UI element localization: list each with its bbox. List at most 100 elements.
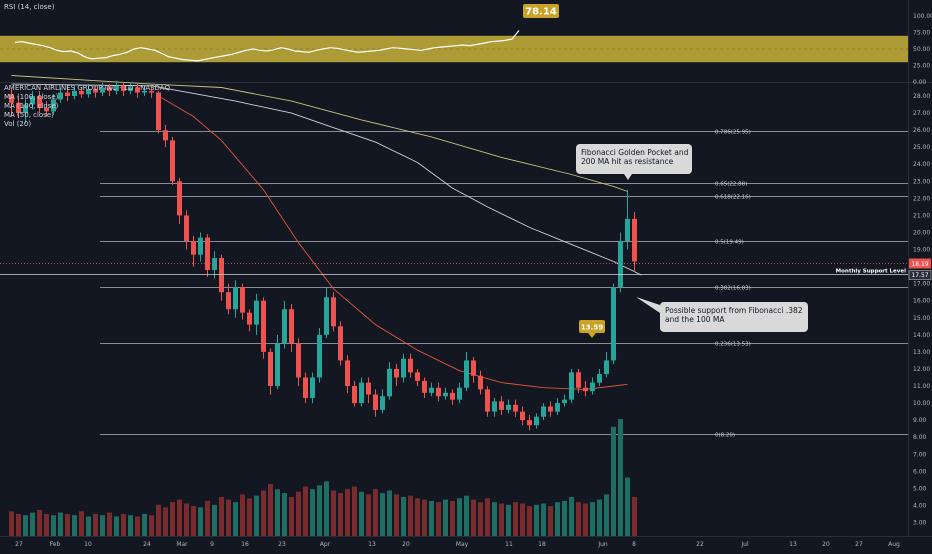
time-axis-tick: 10 bbox=[84, 541, 92, 548]
main-legend[interactable]: AMERICAN AIRLINES GROUP INC · 1D · NASDA… bbox=[4, 84, 170, 129]
time-axis-tick: 23 bbox=[278, 541, 286, 548]
candle-body bbox=[436, 387, 441, 397]
candle-body bbox=[44, 107, 49, 112]
time-axis-tick: 13 bbox=[368, 541, 376, 548]
candle-body bbox=[58, 92, 63, 100]
fib-level-label: 0.236(13.53) bbox=[715, 342, 751, 348]
price-callout-pointer bbox=[588, 333, 596, 338]
volume-bar bbox=[373, 489, 378, 536]
candle-body bbox=[135, 87, 140, 93]
volume-bar bbox=[604, 494, 609, 536]
price-axis-tick: 10.00 bbox=[913, 400, 930, 407]
candle-body bbox=[387, 368, 392, 397]
annotation-box bbox=[576, 144, 692, 175]
time-axis-tick: May bbox=[456, 541, 469, 548]
volume-bar bbox=[324, 481, 329, 536]
time-axis-tick: 20 bbox=[402, 541, 410, 548]
candle-body bbox=[177, 181, 182, 216]
volume-bar bbox=[114, 516, 119, 536]
candle-body bbox=[611, 287, 616, 361]
candle-body bbox=[471, 360, 476, 376]
candle-body bbox=[485, 389, 490, 412]
candle-body bbox=[184, 215, 189, 242]
time-axis-tick: 22 bbox=[696, 541, 704, 548]
candle-body bbox=[366, 382, 371, 395]
candle-body bbox=[506, 404, 511, 410]
volume-bar bbox=[191, 506, 196, 536]
volume-bar bbox=[51, 515, 56, 536]
volume-bar bbox=[583, 503, 588, 536]
candle-body bbox=[170, 140, 175, 182]
annotation-text: and the 100 MA bbox=[665, 315, 725, 324]
volume-bar bbox=[338, 493, 343, 536]
volume-bar bbox=[310, 489, 315, 536]
candle-body bbox=[205, 237, 210, 271]
volume-bar bbox=[569, 497, 574, 536]
candle-body bbox=[331, 297, 336, 327]
symbol-title: AMERICAN AIRLINES GROUP INC · 1D · NASDA… bbox=[4, 84, 170, 92]
candle-body bbox=[450, 392, 455, 400]
candle-body bbox=[569, 372, 574, 400]
annotation-box bbox=[660, 301, 808, 332]
candle-body bbox=[422, 380, 427, 393]
volume-bar bbox=[520, 503, 525, 536]
time-axis-tick: 20 bbox=[822, 541, 830, 548]
time-axis-tick: Mar bbox=[176, 541, 188, 548]
volume-bar bbox=[429, 500, 434, 536]
price-callout-text: 13.59 bbox=[581, 324, 603, 332]
candle-body bbox=[618, 241, 623, 288]
legend-ma-100-b[interactable]: MA (100, close) bbox=[4, 102, 59, 110]
volume-bar bbox=[37, 510, 42, 536]
volume-bar bbox=[485, 498, 490, 536]
annotation-pointer bbox=[636, 296, 660, 313]
volume-bar bbox=[380, 493, 385, 536]
candle-body bbox=[310, 377, 315, 398]
candle-body bbox=[548, 406, 553, 412]
volume-bar bbox=[366, 494, 371, 536]
candle-body bbox=[149, 90, 154, 93]
volume-bar bbox=[233, 502, 238, 536]
volume-bar bbox=[93, 513, 98, 536]
candle-body bbox=[408, 358, 413, 373]
fib-level-label: 0.65(22.88) bbox=[715, 182, 747, 188]
volume-bar bbox=[58, 512, 63, 536]
candle-body bbox=[527, 420, 532, 426]
candle-body bbox=[107, 87, 112, 91]
candle-body bbox=[261, 300, 266, 352]
price-axis-tick: 28.00 bbox=[913, 93, 930, 100]
volume-bar bbox=[436, 502, 441, 536]
rsi-label: RSI (14, close) bbox=[4, 3, 55, 11]
volume-bar bbox=[394, 494, 399, 536]
candle-body bbox=[513, 404, 518, 412]
rsi-axis-tick: 75.00 bbox=[913, 30, 930, 37]
volume-bar bbox=[86, 516, 91, 536]
legend-ma-100[interactable]: MA (100, close) bbox=[4, 93, 59, 101]
volume-bar bbox=[9, 511, 14, 536]
time-axis-tick: 18 bbox=[538, 541, 546, 548]
candle-body bbox=[282, 309, 287, 344]
rsi-axis-tick: 0.00 bbox=[913, 79, 927, 86]
candle-body bbox=[93, 89, 98, 93]
price-axis-tick: 24.00 bbox=[913, 161, 930, 168]
candle-body bbox=[121, 85, 126, 91]
candle-body bbox=[247, 312, 252, 325]
price-axis-tick: 14.00 bbox=[913, 332, 930, 339]
candle-body bbox=[254, 300, 259, 325]
volume-bar bbox=[240, 494, 245, 536]
rsi-legend[interactable]: RSI (14, close) bbox=[4, 3, 54, 12]
volume-bar bbox=[597, 499, 602, 536]
price-axis-tick: 21.00 bbox=[913, 212, 930, 219]
ma-50-line bbox=[158, 95, 628, 390]
price-axis-tick: 20.00 bbox=[913, 229, 930, 236]
volume-bar bbox=[387, 490, 392, 536]
candle-body bbox=[268, 351, 273, 387]
current-price-text: 18.19 bbox=[911, 261, 928, 268]
volume-bar bbox=[478, 502, 483, 536]
legend-ma-50[interactable]: MA (50, close) bbox=[4, 111, 54, 119]
volume-bar bbox=[289, 497, 294, 536]
volume-bar bbox=[156, 504, 161, 536]
legend-vol[interactable]: Vol (20) bbox=[4, 120, 32, 128]
candle-body bbox=[464, 360, 469, 388]
volume-bar bbox=[534, 504, 539, 536]
